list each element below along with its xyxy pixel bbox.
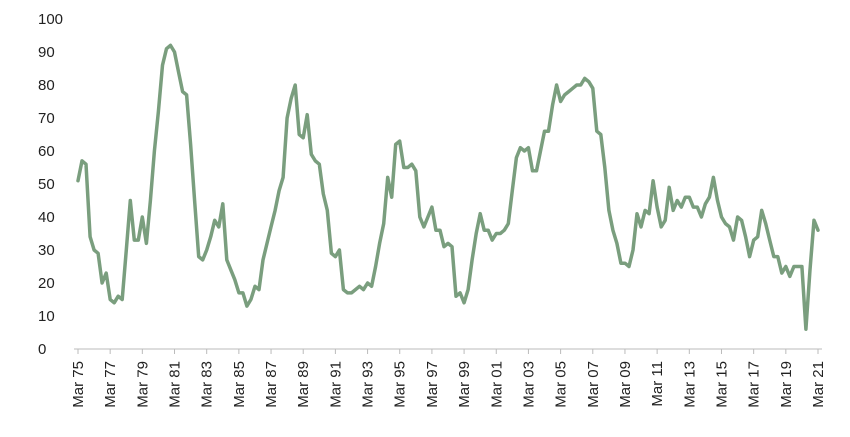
x-tick-label: Mar 87 xyxy=(263,361,280,408)
x-tick-label: Mar 19 xyxy=(778,361,795,408)
x-tick-label: Mar 99 xyxy=(456,361,473,408)
y-tick-label: 30 xyxy=(38,242,55,259)
x-tick-label: Mar 79 xyxy=(134,361,151,408)
x-tick-label: Mar 21 xyxy=(810,361,827,408)
x-tick-label: Mar 85 xyxy=(231,361,248,408)
x-tick-label: Mar 15 xyxy=(713,361,730,408)
x-tick-label: Mar 95 xyxy=(392,361,409,408)
x-tick-label: Mar 83 xyxy=(199,361,216,408)
x-tick-label: Mar 03 xyxy=(520,361,537,408)
y-tick-label: 50 xyxy=(38,176,55,193)
y-tick-label: 70 xyxy=(38,110,55,127)
x-tick-label: Mar 07 xyxy=(585,361,602,408)
x-tick-label: Mar 77 xyxy=(102,361,119,408)
x-tick-label: Mar 97 xyxy=(424,361,441,408)
y-tick-label: 0 xyxy=(38,341,46,358)
x-tick-label: Mar 09 xyxy=(617,361,634,408)
y-tick-label: 10 xyxy=(38,308,55,325)
y-tick-label: 80 xyxy=(38,77,55,94)
y-tick-label: 20 xyxy=(38,275,55,292)
x-tick-label: Mar 75 xyxy=(70,361,87,408)
x-tick-label: Mar 81 xyxy=(167,361,184,408)
y-tick-label: 40 xyxy=(38,209,55,226)
line xyxy=(76,43,820,331)
x-tick-label: Mar 11 xyxy=(649,361,666,407)
x-tick-label: Mar 17 xyxy=(746,361,763,408)
x-tick-label: Mar 91 xyxy=(327,361,344,408)
x-tick-label: Mar 89 xyxy=(295,361,312,408)
y-tick-label: 90 xyxy=(38,44,55,61)
x-tick-label: Mar 93 xyxy=(360,361,377,408)
x-tick-label: Mar 01 xyxy=(488,361,505,408)
y-tick-label: 60 xyxy=(38,143,55,160)
x-tick-label: Mar 05 xyxy=(553,361,570,408)
y-tick-label: 100 xyxy=(38,11,63,28)
x-tick-label: Mar 13 xyxy=(681,361,698,408)
